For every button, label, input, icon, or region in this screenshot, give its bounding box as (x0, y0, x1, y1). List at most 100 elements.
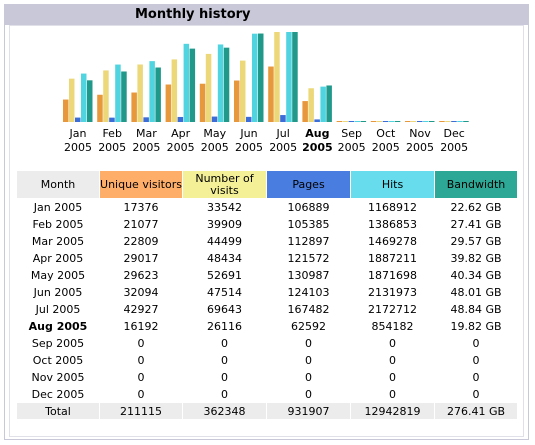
bar (445, 121, 451, 122)
bar (370, 121, 377, 122)
bar (342, 121, 349, 122)
value-cell: 362348 (183, 403, 266, 419)
value-cell: 32094 (123, 285, 159, 299)
bar (223, 47, 230, 122)
month-cell: Aug 2005 (28, 319, 88, 333)
bar (457, 121, 463, 122)
bar (75, 117, 81, 122)
value-cell: 0 (472, 370, 480, 384)
value-cell: 0 (137, 353, 145, 367)
value-cell: 19.82 GB (450, 319, 502, 333)
bar (165, 84, 172, 122)
value-cell: 1871698 (368, 268, 417, 282)
value-cell: 854182 (371, 319, 414, 333)
table-row: May 2005 29623 52691 130987 1871698 40.34 GB (17, 267, 517, 283)
bar (423, 121, 429, 122)
bar (246, 116, 252, 122)
table-row: Jan 2005 17376 33542 106889 1168912 22.62 GB (17, 199, 517, 215)
value-cell: 33542 (207, 200, 242, 214)
value-cell: 1168912 (368, 200, 417, 214)
bar (314, 119, 320, 122)
total-row: Total 211115 362348 931907 12942819 276.41 GB (17, 403, 517, 419)
bar (336, 121, 343, 122)
year-label: 2005 (98, 141, 126, 154)
bar (405, 121, 411, 122)
cur-row: Aug 2005 16192 26116 62592 854182 19.82 GB (17, 318, 517, 334)
value-cell: 211115 (100, 403, 182, 419)
value-cell: 29623 (123, 268, 159, 282)
bar (143, 117, 149, 122)
bar (394, 121, 401, 122)
value-cell: 48.84 GB (450, 302, 502, 316)
value-cell: 47514 (207, 285, 242, 299)
value-cell: 22809 (123, 234, 159, 248)
bar (87, 80, 93, 122)
value-cell: 22.62 GB (450, 200, 502, 214)
bar (189, 48, 196, 122)
value-cell: 69643 (207, 302, 242, 316)
bar (121, 71, 127, 122)
bar (451, 121, 457, 122)
value-cell: 0 (389, 353, 396, 367)
bar (382, 121, 389, 122)
month-cell: Oct 2005 (32, 353, 84, 367)
value-cell: 276.41 GB (435, 403, 517, 419)
value-cell: 2172712 (368, 302, 417, 316)
table-row: Jul 2005 42927 69643 167482 2172712 48.84 GB (17, 301, 517, 317)
bar (171, 59, 178, 122)
bar (211, 116, 218, 122)
value-cell: 167482 (287, 302, 330, 316)
value-cell: 0 (472, 353, 480, 367)
value-cell: 40.34 GB (450, 268, 502, 282)
year-label: 2005 (167, 141, 195, 154)
table-row: Mar 2005 22809 44499 112897 1469278 29.57 GB (17, 233, 517, 249)
bar (274, 32, 280, 122)
bar (417, 121, 423, 122)
month-label: May (203, 127, 226, 140)
table-row: Feb 2005 21077 39909 105385 1386853 27.41 GB (17, 216, 517, 232)
bar (240, 60, 246, 122)
month-label: Sep (341, 127, 362, 140)
value-cell: 0 (305, 370, 312, 384)
month-cell: Nov 2005 (31, 370, 85, 384)
value-cell: 0 (389, 336, 396, 350)
column-header: Bandwidth (435, 171, 517, 198)
value-cell: 0 (221, 336, 228, 350)
header-row: Month Unique visitors Number of visits Page… (17, 171, 517, 198)
value-cell: 21077 (123, 217, 159, 231)
panel: Monthly history (4, 4, 529, 440)
bar (205, 53, 212, 123)
value-cell: 48434 (207, 251, 242, 265)
value-cell: 42927 (123, 302, 159, 316)
column-header: Unique visitors (100, 171, 182, 198)
month-cell: Sep 2005 (31, 336, 85, 350)
value-cell: 39909 (207, 217, 242, 231)
column-header: Pages (267, 171, 350, 198)
value-cell: 0 (137, 387, 145, 401)
value-cell: 1887211 (368, 251, 417, 265)
month-label: Feb (102, 127, 121, 140)
column-header: Number of visits (183, 171, 266, 198)
year-label: 2005 (201, 141, 229, 154)
panel-body (9, 25, 524, 437)
value-cell: 29.57 GB (450, 234, 502, 248)
year-label: 2005 (132, 141, 160, 154)
table-row: Dec 2005 0 0 0 0 0 (17, 386, 517, 402)
bar (308, 88, 314, 122)
stats-table: Month Unique visitors Number of visits Page… (16, 170, 518, 420)
value-cell: 0 (472, 387, 480, 401)
month-cell: Jan 2005 (33, 200, 83, 214)
bar (97, 94, 103, 122)
bar (131, 92, 137, 122)
year-label: 2005 (235, 141, 263, 154)
month-label: Jan (69, 127, 87, 140)
bar (217, 44, 224, 122)
value-cell: 0 (389, 387, 396, 401)
year-label: 2005 (440, 141, 468, 154)
value-cell: 39.82 GB (450, 251, 502, 265)
month-cell: Feb 2005 (32, 217, 84, 231)
chart: Jan2005Feb2005Mar2005Apr2005May2005Jun20… (63, 32, 469, 154)
bar (292, 32, 298, 122)
column-header: Hits (351, 171, 434, 198)
